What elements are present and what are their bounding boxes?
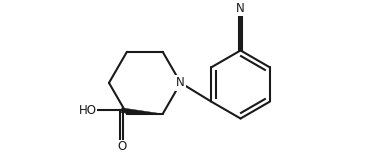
Text: N: N xyxy=(176,76,185,89)
Text: N: N xyxy=(236,2,245,15)
Text: O: O xyxy=(117,140,126,153)
Text: HO: HO xyxy=(78,104,96,117)
Polygon shape xyxy=(121,108,163,114)
